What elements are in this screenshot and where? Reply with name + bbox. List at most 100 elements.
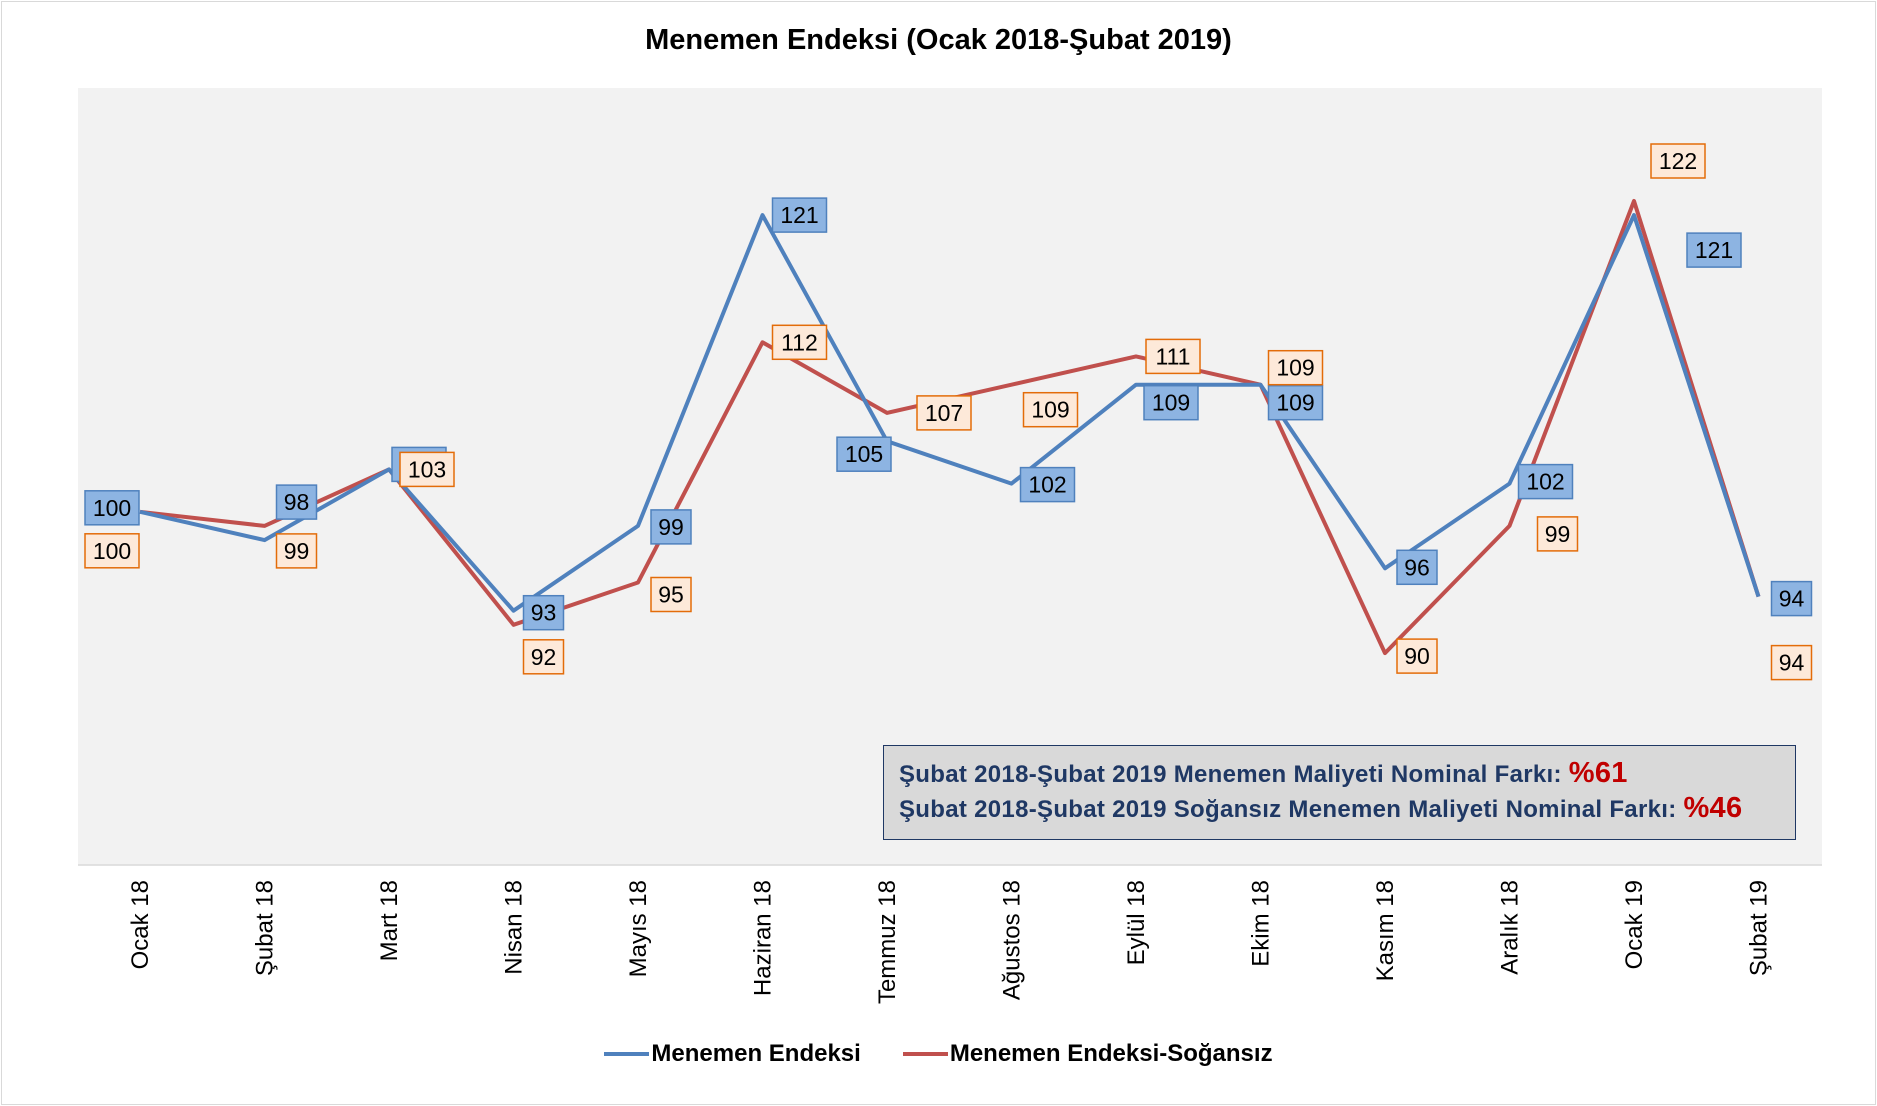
data-label-text: 109 bbox=[1276, 390, 1314, 416]
data-label: 94 bbox=[1770, 644, 1813, 681]
data-label: 96 bbox=[1396, 549, 1438, 586]
data-label-text: 107 bbox=[925, 400, 963, 426]
x-tick-label: Ekim 18 bbox=[1248, 880, 1275, 967]
data-label-box bbox=[522, 639, 565, 675]
data-label: 94 bbox=[1770, 580, 1813, 617]
data-label: 99 bbox=[275, 533, 318, 569]
legend-item-menemen-endeksi[interactable]: Menemen Endeksi bbox=[604, 1040, 861, 1068]
data-label-box bbox=[522, 594, 565, 631]
x-tick-label: Şubat 19 bbox=[1746, 880, 1773, 976]
data-label-box bbox=[1770, 580, 1813, 617]
annotation-line-1: Şubat 2018-Şubat 2019 Menemen Maliyeti N… bbox=[899, 756, 1795, 791]
legend-swatch-blue bbox=[604, 1052, 650, 1056]
legend-label: Menemen Endeksi bbox=[651, 1040, 861, 1067]
data-label: 92 bbox=[522, 639, 565, 675]
data-label: 100 bbox=[84, 533, 140, 569]
data-label-text: 99 bbox=[1545, 521, 1571, 547]
x-tick-label: Ocak 19 bbox=[1621, 880, 1648, 969]
data-label-box bbox=[84, 533, 140, 569]
data-label-box bbox=[399, 451, 455, 488]
data-label: 93 bbox=[522, 594, 565, 631]
data-label: 99 bbox=[650, 509, 692, 545]
data-label-text: 109 bbox=[1152, 390, 1190, 416]
data-label-box bbox=[1686, 232, 1742, 268]
data-label: 111 bbox=[1145, 338, 1201, 375]
data-label-text: 100 bbox=[93, 538, 131, 564]
data-label: 102 bbox=[1517, 463, 1574, 500]
data-label-text: 102 bbox=[1028, 472, 1066, 498]
x-tick-label: Şubat 18 bbox=[252, 880, 279, 976]
data-label-box bbox=[1396, 549, 1438, 586]
x-tick-label: Nisan 18 bbox=[501, 880, 528, 975]
data-label-box bbox=[275, 484, 318, 520]
data-label: 102 bbox=[1019, 466, 1076, 503]
data-label: 98 bbox=[275, 484, 318, 520]
x-tick-label: Ağustos 18 bbox=[999, 880, 1026, 1000]
annotation-line-1-text: Şubat 2018-Şubat 2019 Menemen Maliyeti N… bbox=[899, 761, 1562, 788]
data-label-text: 102 bbox=[1526, 469, 1564, 495]
data-labels: 100 98 103 93 99 121 105 102 109 109 96 102 121 94 100… bbox=[84, 143, 1813, 681]
data-label-box bbox=[650, 576, 692, 613]
x-tick-label: Ocak 18 bbox=[127, 880, 154, 969]
legend: Menemen Endeksi Menemen Endeksi-Soğansız bbox=[0, 1040, 1877, 1068]
data-label-text: 103 bbox=[408, 456, 446, 482]
data-label: 109 bbox=[1022, 391, 1079, 428]
annotation-line-2-value: %46 bbox=[1683, 792, 1743, 824]
x-tick-label: Haziran 18 bbox=[750, 880, 777, 996]
data-label-box bbox=[1019, 466, 1076, 503]
x-tick-label: Temmuz 18 bbox=[874, 880, 901, 1004]
data-label-text: 95 bbox=[658, 582, 684, 608]
x-tick-label: Mayıs 18 bbox=[625, 880, 652, 977]
data-label-text: 121 bbox=[1695, 237, 1733, 263]
legend-swatch-red bbox=[902, 1052, 948, 1056]
data-label-box bbox=[1022, 391, 1079, 428]
data-label: 121 bbox=[1686, 232, 1742, 268]
chart-title: Menemen Endeksi (Ocak 2018-Şubat 2019) bbox=[645, 24, 1232, 56]
data-label-text: 122 bbox=[1659, 148, 1697, 174]
data-label-text: 93 bbox=[531, 600, 557, 626]
data-label: 109 bbox=[1267, 384, 1324, 421]
annotation-line-1-value: %61 bbox=[1568, 757, 1628, 789]
data-label: 107 bbox=[916, 395, 972, 431]
data-label-text: 105 bbox=[845, 441, 883, 467]
data-label: 109 bbox=[1143, 384, 1199, 421]
data-label-text: 109 bbox=[1276, 355, 1314, 381]
data-label-box bbox=[1770, 644, 1813, 681]
data-label-text: 99 bbox=[658, 514, 684, 540]
data-label: 90 bbox=[1396, 638, 1438, 674]
annotation-line-2: Şubat 2018-Şubat 2019 Soğansız Menemen M… bbox=[899, 791, 1795, 826]
data-label: 109 bbox=[1267, 349, 1324, 386]
data-label-box bbox=[1517, 463, 1574, 500]
data-label: 103 bbox=[399, 451, 455, 488]
data-label-box bbox=[771, 197, 828, 233]
data-label-text: 99 bbox=[284, 538, 310, 564]
data-label-box bbox=[836, 436, 892, 472]
data-label-box bbox=[1267, 349, 1324, 386]
data-label-box bbox=[1396, 638, 1438, 674]
data-label-text: 92 bbox=[531, 644, 557, 670]
data-label-box bbox=[1267, 384, 1324, 421]
annotation-box: Şubat 2018-Şubat 2019 Menemen Maliyeti N… bbox=[883, 745, 1796, 840]
legend-label: Menemen Endeksi-Soğansız bbox=[949, 1040, 1273, 1067]
data-label-box bbox=[1145, 338, 1201, 375]
legend-item-menemen-endeksi-sogansiz[interactable]: Menemen Endeksi-Soğansız bbox=[902, 1040, 1273, 1068]
data-label-box bbox=[1143, 384, 1199, 421]
x-tick-label: Aralık 18 bbox=[1497, 880, 1524, 975]
data-label: 121 bbox=[771, 197, 828, 233]
data-label-box bbox=[84, 490, 140, 526]
annotation-line-2-text: Şubat 2018-Şubat 2019 Soğansız Menemen M… bbox=[899, 796, 1677, 823]
data-label: 100 bbox=[84, 490, 140, 526]
data-label: 112 bbox=[771, 324, 828, 361]
data-label: 122 bbox=[1650, 143, 1706, 179]
data-label-text: 121 bbox=[780, 202, 818, 228]
data-label-box bbox=[1536, 516, 1579, 552]
x-tick-label: Mart 18 bbox=[376, 880, 403, 961]
data-label-text: 109 bbox=[1031, 397, 1069, 423]
data-label-box bbox=[275, 533, 318, 569]
data-label-box bbox=[1650, 143, 1706, 179]
data-label-text: 94 bbox=[1779, 650, 1805, 676]
series-line-menemen-endeksi bbox=[139, 213, 1761, 613]
data-label-text: 100 bbox=[93, 495, 131, 521]
data-label-text: 98 bbox=[284, 489, 310, 515]
